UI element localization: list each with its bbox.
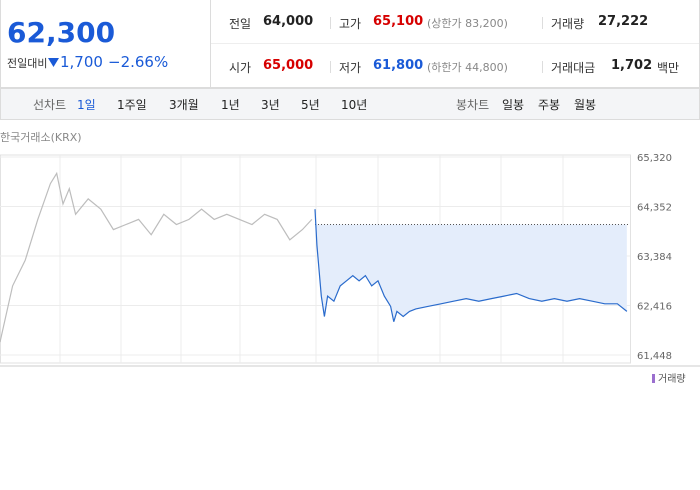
price-box: 62,300 전일대비 1,700 −2.66% xyxy=(1,0,211,87)
separator xyxy=(330,17,331,29)
price: 62,300 xyxy=(7,16,116,49)
stat-unit: 백만 xyxy=(657,61,680,75)
tab[interactable]: 5년 xyxy=(301,98,320,112)
y-tick-label: 64,352 xyxy=(637,203,672,214)
tab[interactable]: 주봉 xyxy=(538,98,561,112)
tab[interactable]: 1일 xyxy=(77,98,96,112)
tab[interactable]: 1주일 xyxy=(117,98,147,112)
stat-label: 시가 xyxy=(229,61,252,75)
separator xyxy=(542,61,543,73)
tab[interactable]: 1년 xyxy=(221,98,240,112)
separator xyxy=(542,17,543,29)
tab-group-label: 봉차트 xyxy=(456,98,490,112)
stat-label: 전일 xyxy=(229,17,252,31)
chart: 한국거래소(KRX) 61,448 62,416 63,384 64,352 65,320… xyxy=(0,131,700,385)
source-label: 한국거래소(KRX) xyxy=(0,131,82,144)
divider xyxy=(211,43,699,44)
stat-value: 27,222 xyxy=(598,14,649,29)
stat-value: 65,100 xyxy=(373,14,424,29)
stat-note: (상한가 83,200) xyxy=(427,17,508,30)
stat-value: 1,702 xyxy=(611,58,653,73)
stat-note: (하한가 44,800) xyxy=(427,61,508,74)
tab[interactable]: 3년 xyxy=(261,98,280,112)
tab-bar: 선차트 1일 1주일 3개월 1년 3년 5년 10년 봉차트 일봉 주봉 월봉 xyxy=(0,88,700,120)
separator xyxy=(330,61,331,73)
stat-label: 거래량 xyxy=(551,17,585,31)
stat-label: 저가 xyxy=(339,61,362,75)
stat-value: 61,800 xyxy=(373,58,424,73)
y-tick-label: 62,416 xyxy=(637,302,672,313)
area-fill xyxy=(315,209,627,322)
stat-label: 고가 xyxy=(339,17,362,31)
legend: 거래량 xyxy=(658,373,686,385)
change: 1,700 xyxy=(60,53,103,71)
y-tick-label: 61,448 xyxy=(637,351,672,362)
legend-swatch xyxy=(652,374,655,383)
change-label: 전일대비 xyxy=(7,57,48,70)
summary: 62,300 전일대비 1,700 −2.66% 전일 64,000 고가 65,10… xyxy=(0,0,700,88)
stat-value: 64,000 xyxy=(263,14,314,29)
stat-value: 65,000 xyxy=(263,58,314,73)
tab[interactable]: 10년 xyxy=(341,98,368,112)
tab[interactable]: 월봉 xyxy=(574,98,597,112)
down-arrow xyxy=(48,58,59,67)
price-line xyxy=(314,209,628,322)
price-line xyxy=(0,171,313,343)
y-tick-label: 65,320 xyxy=(637,153,672,164)
change-rate: −2.66% xyxy=(108,53,169,71)
tab-group-label: 선차트 xyxy=(33,98,67,112)
tab[interactable]: 3개월 xyxy=(169,98,199,112)
stat-label: 거래대금 xyxy=(551,61,596,75)
y-tick-label: 63,384 xyxy=(637,252,672,263)
tab[interactable]: 일봉 xyxy=(502,98,525,112)
